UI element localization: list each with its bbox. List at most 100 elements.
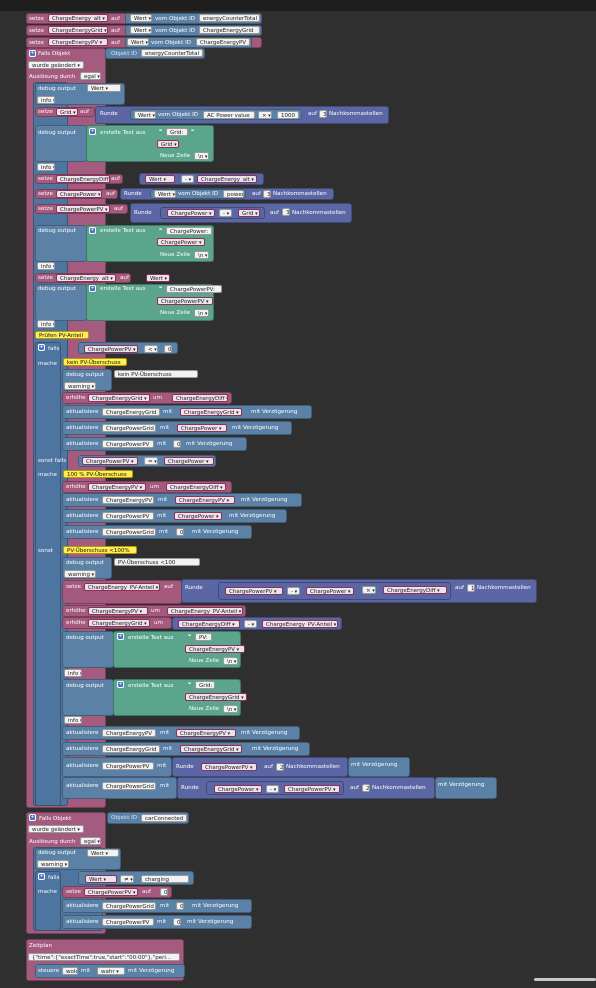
number-field[interactable]: 0 bbox=[176, 902, 184, 910]
var-dropdown[interactable]: ChargeEnergyDiff bbox=[56, 175, 110, 183]
loglevel-dropdown[interactable]: warning bbox=[64, 382, 96, 390]
attr-dropdown[interactable]: Wert bbox=[85, 875, 117, 883]
operator-dropdown[interactable]: - bbox=[266, 785, 279, 793]
number-field[interactable]: 3 bbox=[319, 110, 327, 118]
debug-output-block[interactable] bbox=[35, 125, 87, 162]
var-dropdown[interactable]: ChargeEnergyDiff bbox=[178, 620, 240, 628]
text-field[interactable]: ChargePowerPV: bbox=[166, 285, 222, 293]
var-dropdown[interactable]: ChargeEnergyGrid bbox=[48, 26, 108, 34]
text-field[interactable]: PV-Überschuss <100 bbox=[114, 558, 200, 566]
object-field[interactable]: ChargePowerGrid bbox=[102, 782, 156, 790]
debug-output-block[interactable] bbox=[35, 225, 87, 262]
operator-dropdown[interactable]: - bbox=[287, 587, 300, 595]
var-dropdown[interactable]: ChargeEnergyPV bbox=[185, 645, 245, 653]
object-id-field[interactable]: ChargeEnergyPV bbox=[196, 38, 250, 46]
round-block[interactable] bbox=[172, 757, 348, 777]
text-field[interactable]: ChargePower: bbox=[166, 227, 212, 235]
number-field[interactable]: 0 bbox=[164, 345, 172, 353]
gear-icon[interactable]: + bbox=[29, 814, 36, 821]
var-dropdown[interactable]: ChargePowerPV bbox=[225, 587, 283, 595]
object-field[interactable]: ChargePowerPV bbox=[102, 762, 154, 770]
object-field[interactable]: ChargePowerGrid bbox=[102, 528, 156, 536]
object-field[interactable]: ChargePowerGrid bbox=[102, 902, 156, 910]
object-field[interactable]: ChargeEnergyGrid bbox=[102, 745, 160, 753]
newline-dropdown[interactable]: \n bbox=[223, 705, 238, 713]
comment-block[interactable]: Prüfen PV-Anteil bbox=[35, 331, 89, 339]
loglevel-dropdown[interactable]: info bbox=[37, 96, 55, 104]
attr-dropdown[interactable]: Wert bbox=[130, 14, 152, 22]
attr-dropdown[interactable]: Wert bbox=[127, 38, 149, 46]
var-dropdown[interactable]: ChargePower bbox=[164, 457, 214, 465]
gear-icon[interactable]: + bbox=[89, 227, 96, 234]
var-dropdown[interactable]: ChargePowerPV bbox=[284, 785, 340, 793]
object-field[interactable]: ChargeEnergyPV bbox=[102, 496, 154, 504]
operator-dropdown[interactable]: × bbox=[258, 111, 272, 119]
operator-dropdown[interactable]: - bbox=[244, 620, 257, 628]
var-dropdown[interactable]: ChargeEnergyGrid bbox=[88, 619, 150, 627]
var-dropdown[interactable]: ChargePower bbox=[167, 209, 215, 217]
object-id-field[interactable]: AC Power value bbox=[203, 111, 255, 119]
operator-dropdown[interactable]: - bbox=[219, 209, 232, 217]
object-id-field[interactable]: ChargeEnergyGrid bbox=[199, 26, 260, 34]
comment-block[interactable]: 100 % PV-Überschuss bbox=[63, 470, 133, 478]
number-field[interactable]: 3 bbox=[263, 190, 271, 198]
get-value-block[interactable] bbox=[150, 189, 246, 199]
comment-block[interactable]: PV-Überschuss <100% bbox=[63, 546, 137, 554]
object-field[interactable]: wole bbox=[62, 967, 78, 975]
loglevel-dropdown[interactable]: warning bbox=[64, 570, 96, 578]
var-dropdown[interactable]: ChargeEnergyDiff bbox=[383, 586, 447, 594]
loglevel-dropdown[interactable]: info bbox=[37, 262, 55, 270]
var-dropdown[interactable]: ChargeEnergyGrid bbox=[180, 408, 242, 416]
operator-dropdown[interactable]: < bbox=[144, 345, 158, 353]
text-field[interactable]: Grid: bbox=[166, 128, 188, 136]
text-field[interactable]: charging bbox=[141, 875, 189, 883]
get-value-block[interactable] bbox=[125, 37, 252, 48]
loglevel-dropdown[interactable]: info bbox=[37, 163, 55, 171]
loglevel-dropdown[interactable]: warning bbox=[37, 860, 69, 868]
object-field[interactable]: ChargePowerPV bbox=[102, 512, 154, 520]
number-field[interactable]: 0 bbox=[176, 528, 184, 536]
if-block[interactable] bbox=[35, 871, 61, 931]
var-dropdown[interactable]: ChargePower bbox=[177, 424, 227, 432]
number-field[interactable]: 2 bbox=[276, 763, 284, 771]
attr-dropdown[interactable]: Wert bbox=[87, 84, 121, 92]
number-field[interactable]: 0 bbox=[173, 918, 181, 926]
var-dropdown[interactable]: ChargePower bbox=[214, 785, 262, 793]
attr-dropdown[interactable]: Wert bbox=[145, 175, 175, 183]
debug-output-block[interactable] bbox=[62, 679, 114, 716]
operator-dropdown[interactable]: = bbox=[144, 457, 158, 465]
var-dropdown[interactable]: ChargePower bbox=[157, 238, 205, 246]
var-dropdown[interactable]: ChargeEnergyGrid bbox=[88, 394, 150, 402]
var-dropdown[interactable]: ChargePowerPV bbox=[157, 297, 213, 305]
bool-dropdown[interactable]: wahr bbox=[97, 967, 125, 975]
var-dropdown[interactable]: ChargeEnergy_PV-Anteil bbox=[262, 620, 338, 628]
text-field[interactable]: kein PV-Überschuss bbox=[114, 370, 198, 378]
newline-dropdown[interactable]: \n bbox=[194, 309, 209, 317]
var-dropdown[interactable]: ChargeEnergyPV bbox=[88, 483, 146, 491]
var-dropdown[interactable]: ChargePowerPV bbox=[84, 345, 138, 353]
if-block[interactable] bbox=[35, 342, 61, 806]
var-dropdown[interactable]: ChargeEnergyDiff bbox=[172, 394, 228, 402]
loglevel-dropdown[interactable]: info bbox=[37, 320, 55, 328]
number-field[interactable]: 0 bbox=[173, 440, 181, 448]
ack-dropdown[interactable]: egal bbox=[80, 72, 101, 80]
object-field[interactable]: ChargeEnergyGrid bbox=[102, 408, 160, 416]
var-dropdown[interactable]: ChargeEnergy_PV-Anteil bbox=[167, 607, 243, 615]
get-value-block[interactable] bbox=[125, 25, 262, 36]
var-dropdown[interactable]: ChargeEnergyPV bbox=[175, 496, 235, 504]
var-dropdown[interactable]: ChargeEnergyGrid bbox=[185, 693, 247, 701]
debug-output-block[interactable] bbox=[35, 284, 87, 321]
attr-dropdown[interactable]: Wert bbox=[87, 849, 119, 857]
object-id-field[interactable]: carConnected bbox=[141, 814, 187, 822]
schedule-field[interactable]: {"time":{"exactTime":true,"start":"00:00… bbox=[28, 953, 180, 961]
number-field[interactable]: 3 bbox=[282, 208, 290, 216]
text-field[interactable]: Grid: bbox=[195, 681, 215, 689]
var-dropdown[interactable]: ChargeEnergyPV bbox=[48, 38, 108, 46]
gear-icon[interactable]: + bbox=[89, 128, 96, 135]
object-field[interactable]: ChargePowerPV bbox=[102, 918, 154, 926]
change-dropdown[interactable]: wurde geändert bbox=[28, 825, 84, 833]
attr-dropdown[interactable]: Wert bbox=[130, 26, 152, 34]
newline-dropdown[interactable]: \n bbox=[223, 657, 238, 665]
gear-icon[interactable]: + bbox=[38, 873, 45, 880]
number-field[interactable]: 2 bbox=[362, 784, 370, 792]
